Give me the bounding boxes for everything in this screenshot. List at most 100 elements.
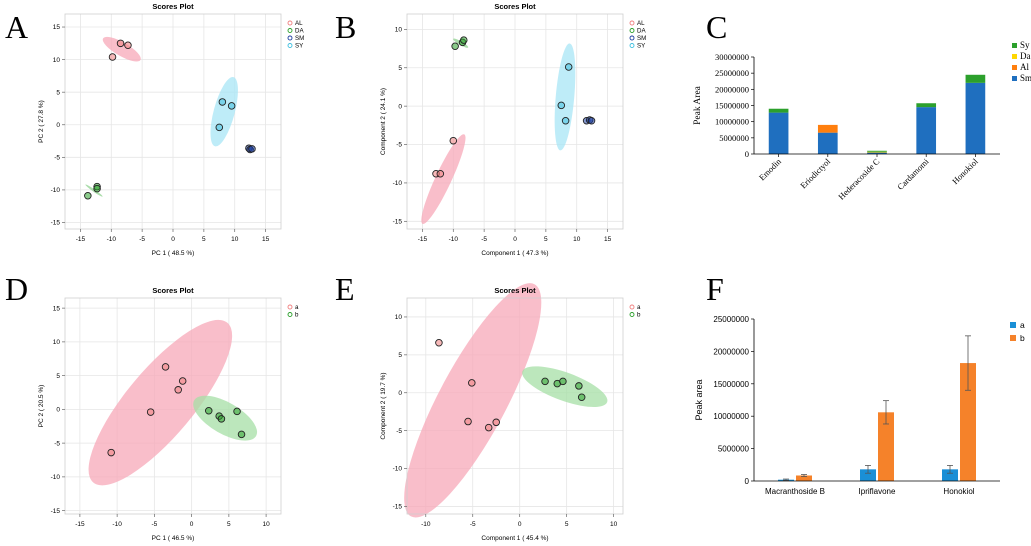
legend-label-a: a — [1020, 320, 1025, 330]
bar-sy — [768, 108, 789, 113]
legend-marker-b — [287, 312, 293, 317]
y-tick-label: -15 — [51, 220, 61, 227]
x-tick-label: 5 — [227, 521, 231, 528]
y-tick-label: 0 — [56, 122, 60, 129]
x-tick-label: -15 — [75, 521, 85, 528]
confidence-ellipse-a — [88, 319, 233, 486]
panel-d: D -15 -10 -5 0 5 10 -15 -10 -5 0 5 10 15 Scores Plot PC… — [5, 271, 299, 542]
x-tick-label: -10 — [107, 236, 117, 243]
bar-sm — [867, 152, 887, 154]
data-point-b — [559, 377, 567, 386]
data-point-al — [116, 39, 125, 48]
x-tick-label: -5 — [151, 521, 157, 528]
data-point-b — [233, 407, 241, 416]
legend-label-sm: Sm — [1020, 73, 1031, 83]
bar-a — [942, 469, 958, 481]
bar-sm — [768, 112, 789, 154]
legend-marker-al — [629, 20, 635, 26]
legend-marker-sy — [287, 43, 293, 48]
x-tick-label: -10 — [421, 521, 431, 528]
x-tick-label: 0 — [190, 521, 194, 528]
panel-letter: E — [335, 271, 355, 307]
y-tick-label: 5 — [398, 352, 402, 359]
y-tick-label: -10 — [51, 474, 61, 481]
panel-f: F Macranthoside B Ipriflavone Honokiol 0 5000… — [694, 271, 1025, 496]
data-point-da — [84, 192, 92, 200]
x-tick-label: 0 — [171, 236, 175, 243]
y-tick-label: 30000000 — [715, 52, 749, 62]
data-point-da — [93, 184, 101, 193]
y-tick-label: 10000000 — [713, 412, 749, 421]
x-tick-label: -10 — [112, 521, 122, 528]
panel-a: A -15 -10 -5 0 5 10 15 -15 -10 -5 0 5 10 15 Scores Plot… — [5, 2, 304, 257]
data-point-sy — [557, 101, 566, 110]
bar-da — [867, 151, 887, 153]
y-tick-label: -5 — [54, 440, 60, 447]
legend-label-b: b — [295, 312, 299, 319]
data-point-sm — [248, 145, 256, 153]
chart-title: Scores Plot — [152, 286, 194, 295]
data-point-b — [577, 393, 586, 402]
data-point-da — [451, 42, 459, 51]
bar-sm — [965, 82, 986, 154]
bar-b — [878, 412, 894, 481]
legend-marker-sy — [629, 43, 635, 48]
data-point-a — [492, 418, 500, 427]
legend-label-a: a — [637, 304, 641, 311]
category-label: Emodin — [757, 156, 784, 183]
legend-marker-sm — [287, 35, 293, 41]
category-label: Honokiol — [950, 156, 980, 186]
y-tick-label: 5 — [398, 65, 402, 72]
data-point-a — [146, 408, 155, 416]
data-point-a — [435, 338, 443, 347]
bar-b — [960, 363, 976, 481]
x-tick-label: -5 — [481, 236, 487, 243]
legend-label-b: b — [1020, 333, 1025, 343]
chart-title: Scores Plot — [152, 2, 194, 11]
x-tick-label: 0 — [513, 236, 517, 243]
y-tick-label: -15 — [51, 508, 61, 515]
y-tick-label: 5000000 — [718, 445, 750, 454]
x-tick-label: 10 — [610, 521, 618, 528]
data-point-sy — [561, 116, 570, 125]
category-label: Macranthoside B — [765, 487, 825, 496]
legend-swatch-sm — [1012, 76, 1017, 81]
x-tick-label: 10 — [573, 236, 581, 243]
legend-swatch-b — [1010, 335, 1016, 341]
y-tick-label: -15 — [393, 219, 403, 226]
y-tick-label: 5 — [56, 89, 60, 96]
panel-letter: D — [5, 271, 28, 307]
legend-swatch-al — [1012, 65, 1017, 70]
panel-e: E -10 -5 0 5 10 -15 -10 -5 0 5 10 Scores Plot Compone… — [335, 271, 641, 542]
y-tick-label: 10 — [53, 57, 61, 64]
y-tick-label: 0 — [398, 390, 402, 397]
y-tick-label: 10 — [395, 27, 403, 34]
y-tick-label: -5 — [396, 142, 402, 149]
data-point-da — [460, 36, 468, 44]
bar-al — [817, 124, 838, 133]
legend-marker-b — [629, 312, 635, 317]
legend-marker-al — [287, 20, 293, 26]
data-point-al — [124, 41, 132, 50]
confidence-ellipse-a — [404, 283, 542, 518]
data-point-sy — [218, 98, 227, 106]
data-point-al — [449, 136, 458, 145]
data-point-sy — [227, 102, 236, 110]
y-tick-label: 0 — [398, 103, 402, 110]
y-tick-label: 15000000 — [713, 380, 749, 389]
category-label: Cardamomi — [895, 156, 931, 192]
y-tick-label: 15000000 — [715, 101, 749, 111]
confidence-ellipse-b — [522, 366, 608, 407]
confidence-ellipse-b — [193, 395, 258, 441]
legend-marker-da — [287, 28, 293, 33]
x-tick-label: 5 — [544, 236, 548, 243]
chart-title: Scores Plot — [494, 286, 536, 295]
legend-label-al: AL — [295, 20, 303, 27]
panel-c: C Emodin Eriodictyol Hederacoside C Cardamom… — [693, 9, 1031, 202]
y-tick-label: -10 — [393, 180, 403, 187]
legend-label-al: AL — [637, 20, 645, 27]
y-tick-label: -15 — [393, 504, 403, 511]
chart-title: Scores Plot — [494, 2, 536, 11]
data-point-a — [468, 379, 476, 387]
legend-label-da: DA — [295, 28, 304, 35]
